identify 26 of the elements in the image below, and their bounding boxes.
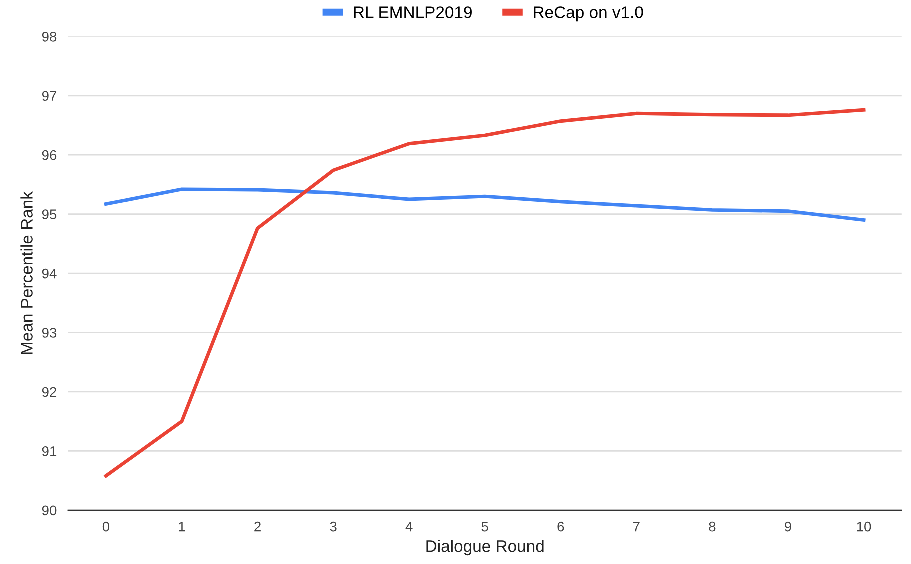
x-tick-label: 4	[406, 522, 413, 532]
x-tick-label: 0	[102, 522, 110, 532]
x-axis-title: Dialogue Round	[426, 540, 544, 556]
x-tick-label: 10	[857, 522, 872, 532]
y-tick-label: 95	[42, 210, 57, 220]
x-tick-label: 7	[634, 522, 640, 532]
y-tick-label: 97	[42, 91, 57, 102]
line-series	[104, 108, 866, 478]
y-axis-title: Mean Percentile Rank	[20, 192, 33, 354]
y-tick-label: 94	[42, 268, 57, 279]
x-tick-label: 1	[179, 522, 186, 532]
x-tick-label: 8	[709, 522, 716, 532]
y-tick-label: 93	[42, 328, 57, 338]
y-tick-label: 92	[42, 387, 57, 398]
x-tick-label: 5	[482, 522, 488, 532]
x-tick-label: 6	[558, 522, 564, 532]
y-tick-label: 90	[42, 506, 57, 516]
legend-label: RL EMNLP2019	[354, 6, 472, 18]
x-tick-label: 9	[785, 522, 792, 532]
y-tick-label: 96	[42, 150, 57, 160]
line-series	[104, 188, 866, 222]
y-tick-label: 98	[42, 32, 57, 42]
y-tick-label: 91	[42, 446, 57, 456]
legend-label: ReCap on v1.0	[534, 6, 644, 22]
x-tick-label: 2	[254, 522, 261, 532]
x-tick-label: 3	[330, 522, 337, 532]
